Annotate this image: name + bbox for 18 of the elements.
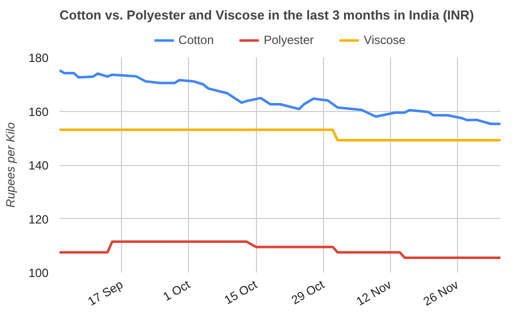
legend-label: Polyester xyxy=(264,32,314,46)
y-tick-label: 140 xyxy=(28,158,49,172)
x-tick-label: 26 Nov xyxy=(420,277,461,309)
y-tick-label: 120 xyxy=(28,212,49,226)
y-axis-title: Rupees per Kilo xyxy=(3,122,18,208)
legend-label: Viscose xyxy=(364,32,406,46)
legend-label: Cotton xyxy=(178,32,214,46)
line-series xyxy=(60,240,500,259)
chart-title: Cotton vs. Polyester and Viscose in the last 3 months in India (INR) xyxy=(60,8,474,22)
line-series xyxy=(60,69,500,126)
x-tick-label: 15 Oct xyxy=(222,277,260,308)
x-tick-label: 29 Oct xyxy=(289,277,328,308)
y-tick-label: 160 xyxy=(28,104,49,119)
x-tick-label: 12 Nov xyxy=(354,277,394,309)
y-tick-label: 180 xyxy=(28,51,49,65)
x-tick-label: 1 Oct xyxy=(160,277,193,304)
y-tick-label: 100 xyxy=(28,266,49,280)
x-tick-label: 17 Sep xyxy=(85,277,126,309)
